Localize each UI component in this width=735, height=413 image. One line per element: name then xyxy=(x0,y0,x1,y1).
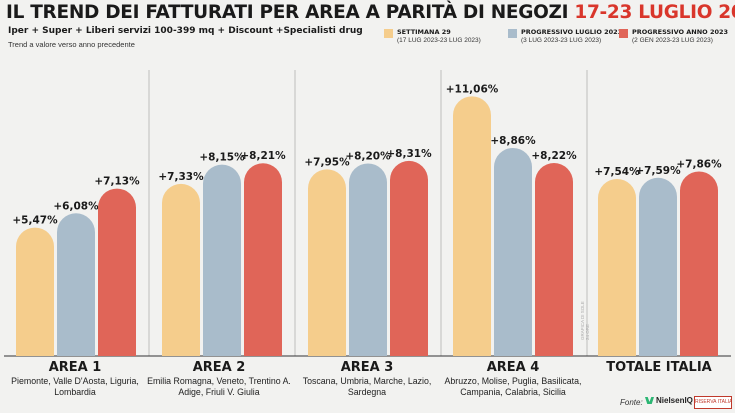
bar xyxy=(453,96,491,356)
legend-swatch-july xyxy=(508,29,517,38)
legend-title-july: PROGRESSIVO LUGLIO 2023 xyxy=(521,28,623,36)
chart-title: IL TREND DEI FATTURATI PER AREA A PARITÀ… xyxy=(6,2,735,23)
area-title-3: AREA 3 xyxy=(340,360,394,375)
data-label: +8,15% xyxy=(199,152,245,164)
bar xyxy=(308,169,346,356)
bar xyxy=(598,178,636,356)
area-title-totale: TOTALE ITALIA xyxy=(606,360,712,375)
title-date: 17-23 LUGLIO 2023 xyxy=(574,2,735,23)
bar xyxy=(203,164,241,356)
area-regions-3: Toscana, Umbria, Marche, Lazio, Sardegna xyxy=(302,376,432,397)
bar xyxy=(680,171,718,356)
data-label: +7,95% xyxy=(304,156,350,168)
partner-logo: RISERVA ITALIA xyxy=(694,396,732,409)
bar xyxy=(639,177,677,356)
bar xyxy=(390,160,428,356)
bar-chart: +5,47% +6,08% +7,13% +7,33% +8,15%+8,21% +7,9… xyxy=(4,70,731,357)
data-label: +11,06% xyxy=(446,83,499,95)
data-label: +8,31% xyxy=(386,148,432,160)
legend-sub-year: (2 GEN 2023-23 LUG 2023) xyxy=(632,37,713,44)
area-regions-2: Emilia Romagna, Veneto, Trentino A. Adig… xyxy=(147,376,291,397)
bar xyxy=(57,213,95,356)
bar xyxy=(16,227,54,356)
bar xyxy=(535,163,573,356)
area-regions-4: Abruzzo, Molise, Puglia, Basilicata, Cam… xyxy=(444,376,582,397)
bar xyxy=(349,163,387,356)
data-label: +7,54% xyxy=(594,166,640,178)
area-title-1: AREA 1 xyxy=(48,360,102,375)
bar xyxy=(98,188,136,356)
data-label: +5,47% xyxy=(12,215,58,227)
area-title-2: AREA 2 xyxy=(192,360,246,375)
chart-subtitle: Iper + Super + Liberi servizi 100-399 mq… xyxy=(8,26,363,36)
data-label: +8,86% xyxy=(490,135,536,147)
data-label: +8,22% xyxy=(531,150,577,162)
data-label: +8,20% xyxy=(345,150,391,162)
legend-sub-july: (3 LUG 2023-23 LUG 2023) xyxy=(521,37,602,44)
bar xyxy=(244,163,282,356)
area-regions-1: Piemonte, Valle D'Aosta, Liguria, Lombar… xyxy=(11,376,139,397)
data-label: +8,21% xyxy=(240,150,286,162)
legend-swatch-year xyxy=(619,29,628,38)
legend-sub-week: (17 LUG 2023-23 LUG 2023) xyxy=(397,37,481,44)
nielseniq-logo: NielsenIQ xyxy=(645,396,693,405)
title-main: IL TREND DEI FATTURATI PER AREA A PARITÀ… xyxy=(6,2,569,23)
data-label: +6,08% xyxy=(53,200,99,212)
chart-note: Trend a valore verso anno precedente xyxy=(8,40,135,49)
bar xyxy=(162,183,200,356)
bar xyxy=(494,147,532,356)
data-label: +7,59% xyxy=(635,165,681,177)
data-label: +7,33% xyxy=(158,171,204,183)
legend-swatch-week xyxy=(384,29,393,38)
legend-title-week: SETTIMANA 29 xyxy=(397,28,451,36)
area-title-4: AREA 4 xyxy=(486,360,540,375)
data-label: +7,86% xyxy=(676,158,722,170)
source-label: Fonte: xyxy=(620,398,643,407)
data-label: +7,13% xyxy=(94,176,140,188)
graphic-credit: GRAFICA DI SOLE 24 ORE xyxy=(580,301,590,340)
legend-title-year: PROGRESSIVO ANNO 2023 xyxy=(632,28,729,36)
